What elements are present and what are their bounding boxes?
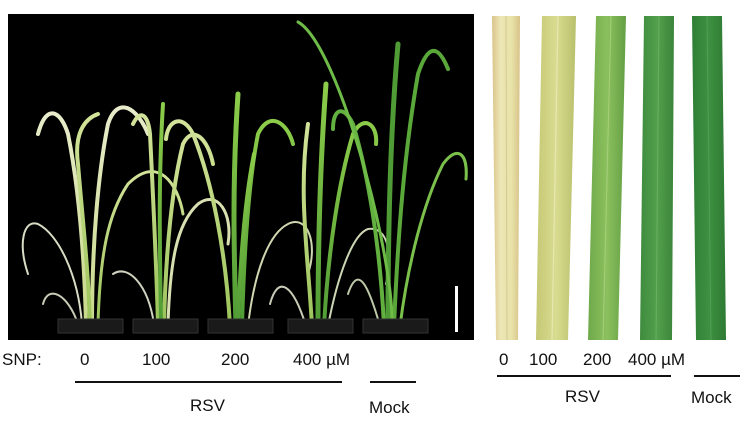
- dose-label: 0: [499, 350, 509, 369]
- leaf-blade-mock: [692, 15, 726, 341]
- rsv-group-label: RSV: [565, 387, 600, 406]
- rsv-group-line: [75, 381, 342, 383]
- leaf-photo: [478, 10, 747, 346]
- mock-label: Mock: [691, 388, 732, 407]
- leaf-blade-snp-200: [588, 15, 626, 341]
- dose-label: 100: [142, 350, 171, 369]
- rsv-group-label: RSV: [190, 396, 225, 415]
- plant-mock: [296, 20, 468, 329]
- leaf-blade-snp-400: [640, 15, 674, 341]
- plant-snp-0: [21, 105, 185, 326]
- mock-group-line: [370, 381, 416, 383]
- scale-bar: [455, 286, 458, 332]
- dose-label: 400 µM: [628, 350, 686, 369]
- leaf-blade-snp-0: [492, 15, 520, 341]
- snp-label: SNP:: [2, 350, 42, 369]
- plant-snp-200: [164, 91, 313, 329]
- plant-snp-100: [112, 102, 231, 326]
- dose-label: 200: [221, 350, 250, 369]
- plant-photo: [8, 14, 474, 340]
- dose-label: 0: [80, 350, 90, 369]
- dose-label: 200: [583, 350, 612, 369]
- dose-label: 100: [529, 350, 558, 369]
- rsv-group-line: [497, 375, 671, 377]
- dose-label: 400 µM: [293, 350, 351, 369]
- mock-group-line: [694, 375, 740, 377]
- mock-label: Mock: [369, 398, 410, 417]
- leaf-blade-snp-100: [536, 15, 576, 341]
- pots: [57, 318, 429, 334]
